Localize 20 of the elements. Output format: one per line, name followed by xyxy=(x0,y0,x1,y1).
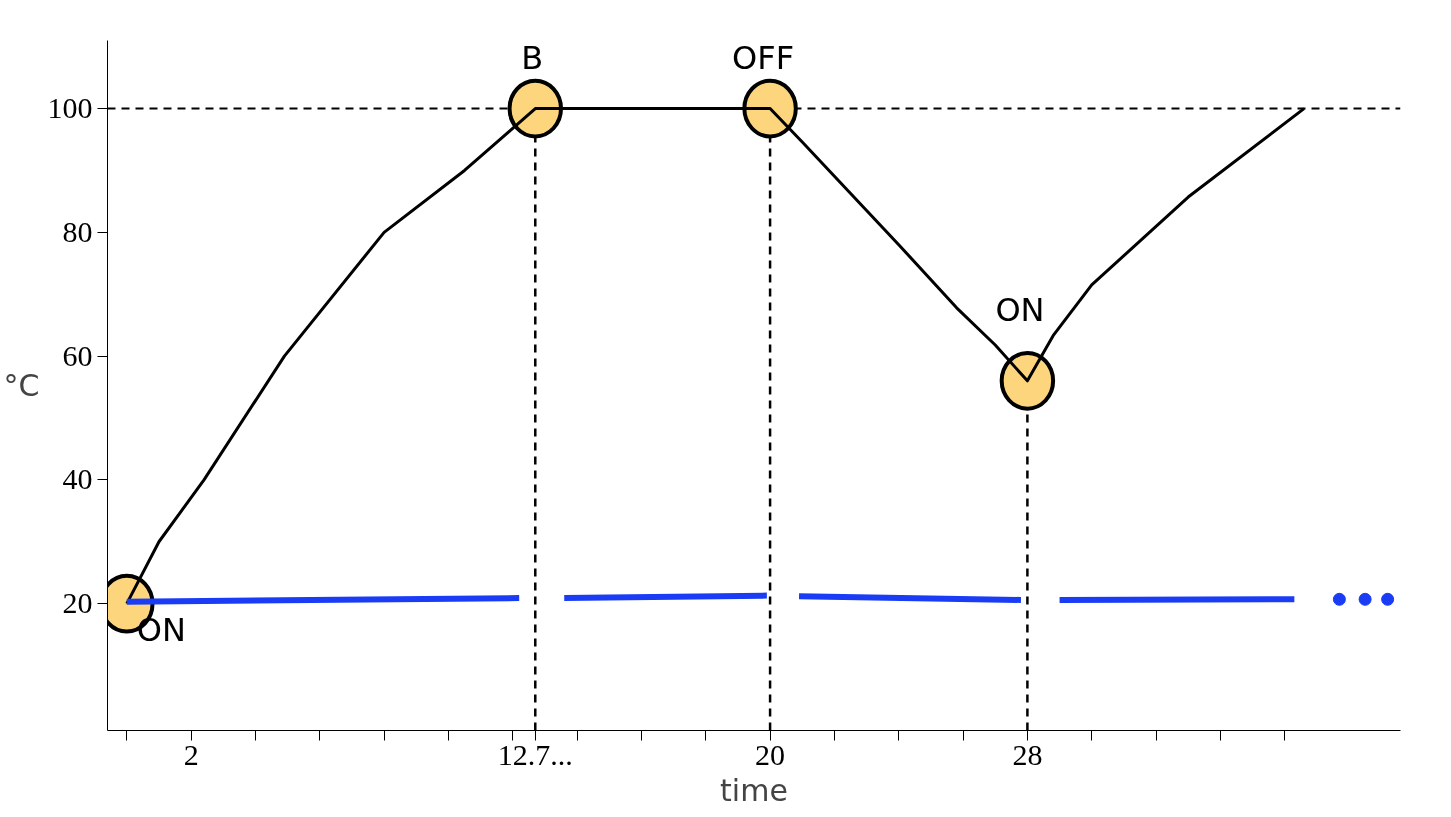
annotation: OFF xyxy=(732,38,795,77)
x-tick-label: 12.7... xyxy=(497,737,573,771)
x-tick-label: 2 xyxy=(183,737,199,771)
y-tick-label: 80 xyxy=(62,214,93,248)
point xyxy=(1358,592,1372,606)
point xyxy=(742,78,798,139)
y-tick-label: 100 xyxy=(47,91,93,125)
point xyxy=(1381,592,1395,606)
x-tick-label: 28 xyxy=(1012,737,1043,771)
annotation: B xyxy=(521,38,544,77)
y-tick-label: 60 xyxy=(62,338,93,372)
x-axis-title: time xyxy=(720,772,788,808)
point xyxy=(1332,592,1346,606)
point xyxy=(999,351,1056,411)
y-tick-label: 40 xyxy=(62,462,93,496)
x-tick-label: 20 xyxy=(755,737,786,771)
annotation: ON xyxy=(995,290,1045,329)
y-tick-label: 20 xyxy=(62,586,93,620)
point xyxy=(507,78,564,139)
y-axis-title: °C xyxy=(3,368,40,403)
